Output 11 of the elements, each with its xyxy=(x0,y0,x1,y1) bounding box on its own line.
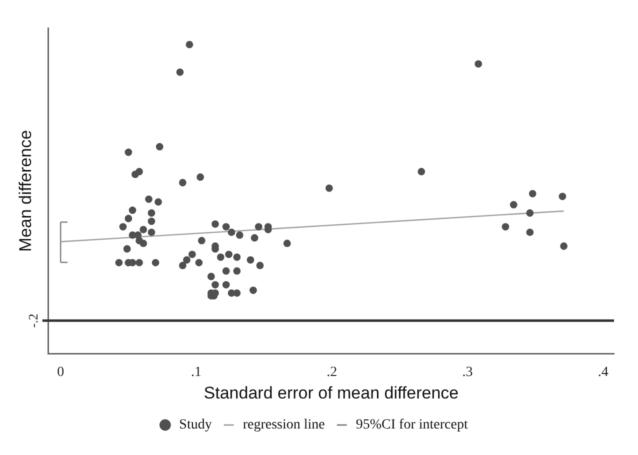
x-tick-label: .4 xyxy=(598,364,608,380)
x-tick-label: .1 xyxy=(190,364,202,380)
x-axis-title: Standard error of mean difference xyxy=(204,383,459,402)
x-tick-label: .3 xyxy=(462,364,473,380)
legend-label: 95%CI for intercept xyxy=(356,418,468,433)
legend-label: Study xyxy=(179,418,212,433)
text: -.2 xyxy=(25,314,40,328)
legend-label: regression line xyxy=(242,418,325,433)
y-axis-title: Mean difference xyxy=(16,130,35,252)
x-tick-label: 0 xyxy=(57,364,64,380)
x-tick-label: .2 xyxy=(326,364,338,380)
